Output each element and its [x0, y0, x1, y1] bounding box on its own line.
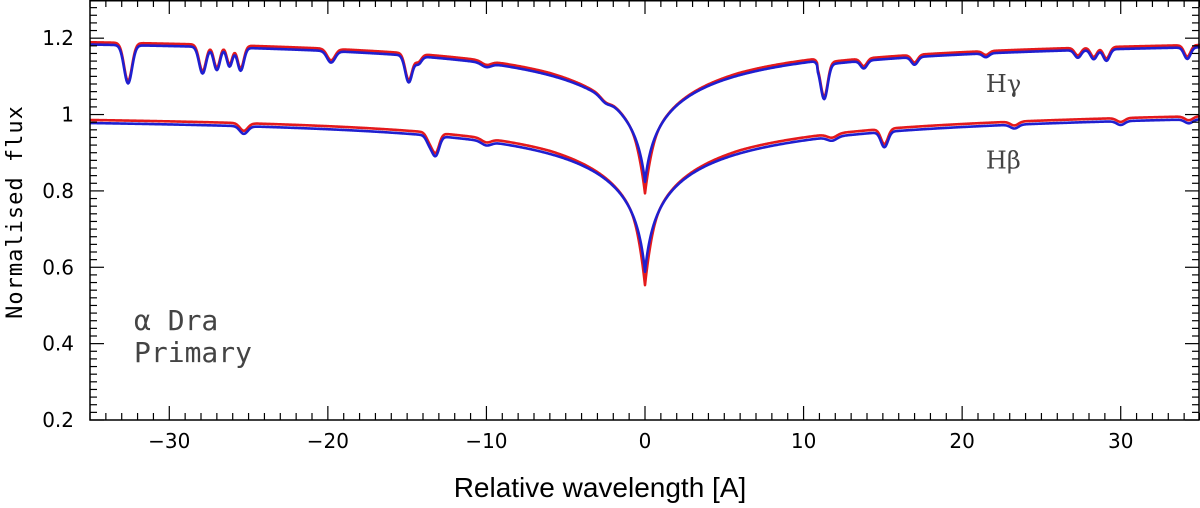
- series-group: [90, 40, 1200, 287]
- x-tick-label: 20: [949, 429, 974, 453]
- observed-h-gamma-line: [90, 40, 1200, 195]
- y-tick-label: 1: [61, 103, 74, 127]
- h-gamma-label: Hγ: [986, 70, 1021, 98]
- x-tick-labels: −30 −20 −10 0 10 20 30: [148, 429, 1133, 453]
- plot-frame: [89, 0, 1200, 421]
- x-tick-label: 30: [1108, 429, 1133, 453]
- x-tick-label: −30: [148, 429, 190, 453]
- y-tick-label: 0.6: [42, 255, 74, 279]
- x-tick-label: −20: [307, 429, 349, 453]
- model-h-beta-line: [90, 117, 1200, 274]
- x-tick-label: 10: [791, 429, 816, 453]
- y-tick-label: 0.8: [42, 179, 74, 203]
- x-tick-label: −10: [465, 429, 507, 453]
- y-tick-label: 0.4: [42, 332, 74, 356]
- component-label: Primary: [134, 336, 252, 369]
- x-tick-label: 0: [639, 429, 652, 453]
- y-axis-title: Normalised flux: [3, 105, 28, 319]
- plot-area: [90, 40, 1200, 287]
- y-tick-label: 0.2: [42, 408, 74, 432]
- axis-ticks: [89, 0, 1200, 421]
- y-tick-label: 1.2: [42, 26, 74, 50]
- model-h-gamma-line: [90, 43, 1200, 184]
- star-name-label: α Dra: [134, 304, 218, 337]
- observed-h-beta-line: [90, 114, 1200, 287]
- h-beta-label: Hβ: [986, 146, 1021, 174]
- x-axis-title: Relative wavelength [A]: [454, 472, 747, 503]
- y-tick-labels: 0.2 0.4 0.6 0.8 1 1.2: [42, 26, 74, 432]
